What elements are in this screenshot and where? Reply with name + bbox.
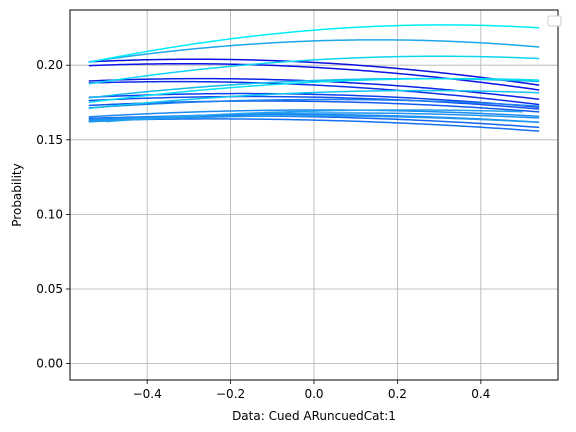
series-line-16 — [88, 39, 540, 63]
x-tick-label: 0.0 — [304, 387, 323, 401]
series-line-2 — [88, 62, 540, 91]
x-tick-label: −0.4 — [133, 387, 162, 401]
series-lines — [88, 24, 540, 132]
axis-ticks: −0.4 −0.2 0.0 0.2 0.4 0.00 0.05 0.10 0.15 0.20 — [36, 58, 490, 401]
series-line-19 — [88, 55, 540, 85]
x-tick-label: 0.4 — [471, 387, 490, 401]
series-line-13 — [88, 112, 540, 122]
series-line-21 — [88, 24, 540, 64]
y-tick-label: 0.10 — [36, 207, 63, 221]
series-line-6 — [88, 95, 540, 110]
y-tick-label: 0.00 — [36, 357, 63, 371]
series-line-10 — [88, 98, 540, 109]
legend-box — [547, 15, 562, 27]
x-tick-label: 0.2 — [388, 387, 407, 401]
y-tick-label: 0.05 — [36, 282, 63, 296]
series-line-14 — [88, 115, 540, 124]
series-line-18 — [88, 89, 540, 110]
grid-lines — [70, 10, 558, 380]
series-line-4 — [88, 80, 540, 106]
y-tick-label: 0.20 — [36, 58, 63, 72]
series-line-11 — [88, 109, 540, 118]
y-tick-label: 0.15 — [36, 133, 63, 147]
x-axis-label: Data: Cued ARuncuedCat:1 — [232, 409, 396, 423]
series-line-5 — [88, 92, 540, 108]
series-line-15 — [105, 109, 523, 123]
x-tick-label: −0.2 — [216, 387, 245, 401]
series-line-20 — [88, 77, 540, 104]
series-line-7 — [88, 100, 540, 113]
series-line-1 — [88, 58, 540, 86]
y-axis-label: Probability — [10, 163, 24, 226]
